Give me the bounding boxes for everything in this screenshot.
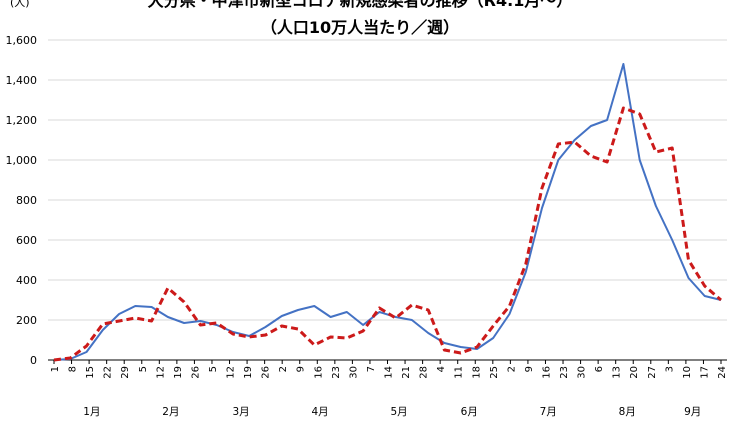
x-tick-label: 22 bbox=[103, 366, 114, 379]
month-label: 6月 bbox=[461, 406, 478, 418]
x-tick-label: 15 bbox=[85, 366, 96, 379]
x-tick-label: 4 bbox=[436, 366, 447, 372]
month-label: 8月 bbox=[619, 406, 636, 418]
x-tick-label: 16 bbox=[541, 366, 552, 379]
x-tick-label: 1 bbox=[50, 366, 61, 372]
y-axis-unit-label: (人) bbox=[10, 0, 30, 9]
x-tick-label: 29 bbox=[120, 366, 131, 379]
y-tick-label: 0 bbox=[30, 354, 37, 367]
chart-title: 大分県・中津市新型コロナ新規感染者の推移（R4.1月～） bbox=[148, 0, 573, 10]
x-tick-label: 5 bbox=[208, 366, 219, 372]
y-tick-label: 600 bbox=[16, 234, 37, 247]
x-tick-label: 19 bbox=[243, 366, 254, 379]
x-tick-label: 9 bbox=[524, 366, 535, 372]
month-label: 4月 bbox=[311, 406, 328, 418]
x-tick-label: 26 bbox=[190, 366, 201, 379]
y-tick-label: 1,600 bbox=[6, 34, 38, 47]
x-tick-label: 8 bbox=[68, 366, 79, 372]
x-tick-label: 28 bbox=[419, 366, 430, 379]
y-tick-label: 800 bbox=[16, 194, 37, 207]
x-tick-label: 12 bbox=[155, 366, 166, 379]
month-labels: 1月 2月 3月 4月 5月 6月 7月 8月 9月 bbox=[83, 406, 701, 418]
x-tick-label: 23 bbox=[559, 366, 570, 379]
x-tick-label: 2 bbox=[506, 366, 517, 372]
gridlines bbox=[48, 39, 727, 361]
x-tick-label: 30 bbox=[348, 366, 359, 379]
x-axis-ticks: 1 8 15 22 29 5 12 19 26 5 12 19 26 2 9 16 23 30 7 14 21 28 4 11… bbox=[50, 360, 728, 379]
x-tick-label: 27 bbox=[647, 366, 658, 379]
chart-subtitle: （人口10万人当たり／週） bbox=[261, 18, 459, 37]
x-tick-label: 3 bbox=[664, 366, 675, 372]
x-tick-label: 25 bbox=[489, 366, 500, 379]
x-tick-label: 19 bbox=[173, 366, 184, 379]
series-lines bbox=[53, 63, 722, 362]
x-tick-label: 12 bbox=[226, 366, 237, 379]
x-tick-label: 20 bbox=[629, 366, 640, 379]
x-tick-label: 6 bbox=[594, 366, 605, 372]
y-axis-ticks: 0 200 400 600 800 1,000 1,200 1,400 1,600 bbox=[6, 34, 38, 367]
month-label: 2月 bbox=[162, 406, 179, 418]
month-label: 1月 bbox=[83, 406, 100, 418]
y-tick-label: 400 bbox=[16, 274, 37, 287]
x-tick-label: 7 bbox=[366, 366, 377, 372]
y-tick-label: 200 bbox=[16, 314, 37, 327]
x-tick-label: 30 bbox=[577, 366, 588, 379]
y-tick-label: 1,000 bbox=[6, 154, 38, 167]
series-line-solid bbox=[53, 63, 722, 361]
x-tick-label: 16 bbox=[313, 366, 324, 379]
x-tick-label: 18 bbox=[471, 366, 482, 379]
x-tick-label: 14 bbox=[384, 366, 395, 379]
x-tick-label: 9 bbox=[296, 366, 307, 372]
x-tick-label: 21 bbox=[401, 366, 412, 379]
series-line-dashed bbox=[53, 106, 722, 362]
x-tick-label: 11 bbox=[454, 366, 465, 379]
x-tick-label: 24 bbox=[717, 366, 728, 379]
x-tick-label: 26 bbox=[261, 366, 272, 379]
y-tick-label: 1,200 bbox=[6, 114, 38, 127]
x-tick-label: 10 bbox=[682, 366, 693, 379]
y-tick-label: 1,400 bbox=[6, 74, 38, 87]
x-tick-label: 17 bbox=[699, 366, 710, 379]
month-label: 7月 bbox=[540, 406, 557, 418]
x-tick-label: 23 bbox=[331, 366, 342, 379]
x-tick-label: 5 bbox=[138, 366, 149, 372]
x-tick-label: 2 bbox=[278, 366, 289, 372]
month-label: 5月 bbox=[390, 406, 407, 418]
x-tick-label: 13 bbox=[612, 366, 623, 379]
month-label: 9月 bbox=[684, 406, 701, 418]
month-label: 3月 bbox=[232, 406, 249, 418]
